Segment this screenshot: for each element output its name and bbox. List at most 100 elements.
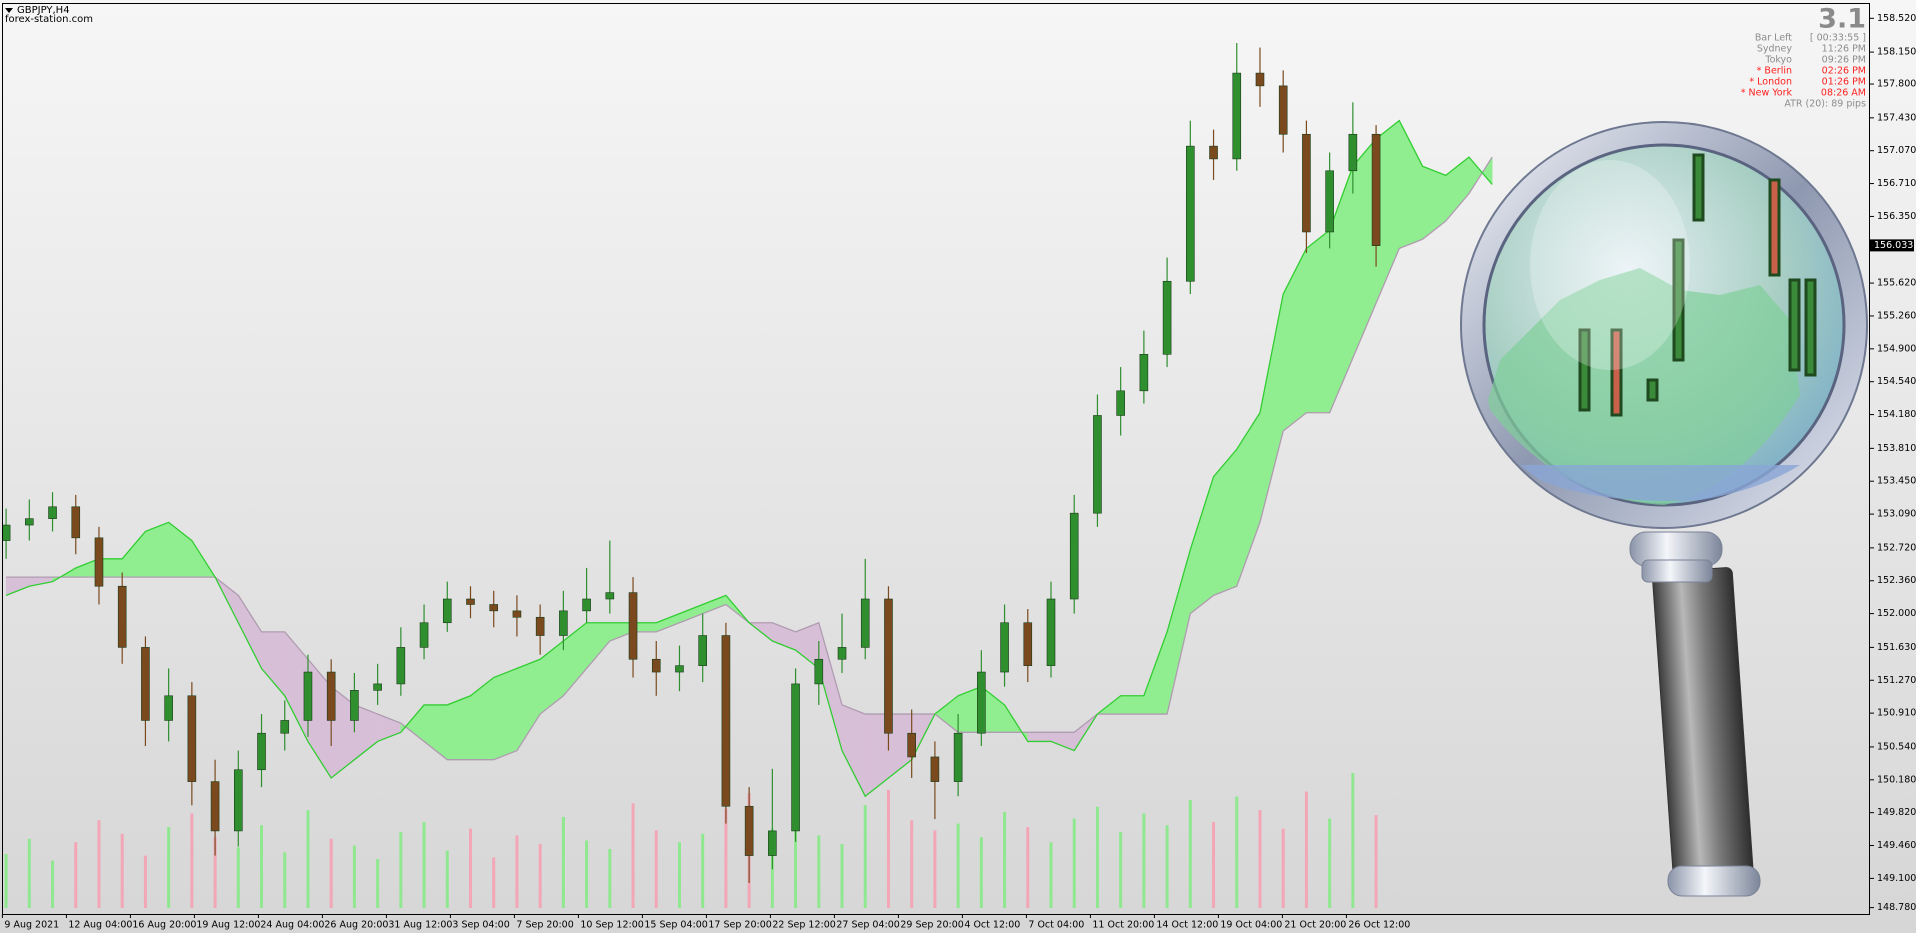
volume-bar: [27, 838, 31, 908]
candle-body: [326, 671, 336, 721]
volume-bar: [515, 835, 519, 908]
candle-body: [187, 695, 197, 782]
volume-bar: [585, 840, 589, 908]
candle-body: [1069, 512, 1079, 600]
y-tick-label: 156.350: [1877, 211, 1916, 222]
volume-bar: [677, 842, 681, 908]
y-tick-label: 151.630: [1877, 642, 1916, 653]
candle-body: [1139, 354, 1149, 392]
candle-body: [1232, 72, 1242, 160]
volume-bar: [538, 843, 542, 908]
y-tick-label: 154.540: [1877, 376, 1916, 387]
magnifier-cap: [1667, 865, 1761, 897]
volume-bar: [631, 803, 635, 908]
volume-bar: [4, 854, 8, 908]
info-label: Bar Left: [1755, 33, 1792, 44]
site-label: forex-station.com: [5, 14, 93, 25]
x-tick-label: 26 Aug 20:00: [324, 920, 388, 931]
y-tick-label: 157.800: [1877, 79, 1916, 90]
volume-bar: [863, 805, 867, 908]
lens-candles: [1578, 153, 1817, 417]
volume-bar: [1212, 821, 1216, 908]
volume-bar: [561, 816, 565, 908]
volume-bar: [260, 825, 264, 908]
candle-body: [907, 732, 916, 758]
volume-bar: [979, 837, 983, 908]
cloud-segment: [1120, 695, 1145, 715]
y-tick-label: 155.260: [1877, 310, 1916, 321]
candle-body: [117, 585, 127, 648]
candle-body: [1348, 133, 1358, 172]
candle-body: [257, 732, 266, 771]
candle-body: [1000, 622, 1009, 673]
candle-body: [350, 690, 359, 721]
candle-body: [1209, 145, 1218, 160]
volume-bar: [1026, 827, 1030, 908]
candle-body: [628, 592, 638, 660]
volume-bar: [51, 860, 55, 908]
x-tick-label: 9 Aug 2021: [4, 920, 59, 931]
volume-bar: [143, 855, 147, 908]
candle-body: [953, 732, 963, 782]
candle-body: [1325, 170, 1334, 233]
info-panel: Bar Left [ 00:33:55 ] Sydney 11:26 PM Tokyo 0…: [1741, 33, 1866, 99]
candle-body: [48, 506, 57, 519]
volume-bar: [97, 820, 101, 908]
candle-body: [768, 830, 777, 856]
volume-bar: [608, 848, 612, 908]
info-label: * London: [1749, 77, 1792, 88]
volume-bar: [190, 813, 194, 908]
x-tick-label: 19 Oct 04:00: [1220, 920, 1282, 931]
volume-bar: [167, 827, 171, 908]
y-tick-label: 153.810: [1877, 443, 1916, 454]
candle-body: [1371, 133, 1381, 246]
price-axis: 158.520 158.150 157.800 157.430 157.070 156.7…: [1, 13, 1916, 931]
candle-body: [651, 658, 661, 673]
volume-bar: [352, 845, 356, 908]
candle-body: [164, 695, 173, 721]
volume-bar: [817, 835, 821, 908]
candle-body: [837, 647, 847, 660]
candle-body: [698, 635, 708, 666]
candle-body: [419, 622, 429, 648]
y-tick-label: 157.430: [1877, 112, 1916, 123]
y-tick-label: 151.270: [1877, 675, 1916, 686]
atr-label: ATR (20): 89 pips: [1784, 99, 1866, 110]
volume-bar: [469, 828, 472, 908]
candle-body: [373, 683, 382, 691]
candle-body: [71, 506, 81, 539]
volume-bar: [794, 815, 798, 908]
candle-body: [977, 671, 986, 734]
volume-bar: [283, 852, 287, 908]
candle-body: [860, 598, 870, 648]
y-tick-label: 158.520: [1877, 13, 1916, 24]
volume-bar: [654, 830, 658, 908]
candle-body: [814, 658, 824, 685]
candle-body: [930, 756, 940, 782]
volume-bar: [1328, 818, 1332, 908]
y-tick-label: 156.710: [1877, 178, 1916, 189]
volume-bar: [306, 810, 310, 908]
symbol-arrow: [5, 8, 13, 13]
bid-marker: [1870, 239, 1914, 252]
lens-cloud: [1520, 465, 1800, 501]
candle-body: [1116, 390, 1125, 416]
candle-body: [535, 616, 545, 636]
volume-bar: [1119, 832, 1123, 908]
candle-body: [3, 524, 11, 541]
volume-bar: [933, 830, 937, 908]
y-tick-label: 152.360: [1877, 575, 1916, 586]
volume-bar: [1188, 800, 1192, 908]
lens-cloud: [1488, 268, 1800, 505]
volume-bar: [1374, 815, 1378, 908]
y-tick-label: 149.460: [1877, 840, 1916, 851]
volume-bar: [1003, 811, 1007, 908]
x-tick-label: 12 Aug 04:00: [68, 920, 132, 931]
x-tick-label: 21 Oct 20:00: [1284, 920, 1346, 931]
info-label: Tokyo: [1764, 55, 1792, 66]
candle-body: [675, 665, 684, 673]
candle-body: [791, 683, 800, 832]
symbol-label: GBPJPY,H4: [17, 5, 70, 16]
volume-bar: [1095, 806, 1099, 908]
candle-body: [605, 592, 615, 600]
